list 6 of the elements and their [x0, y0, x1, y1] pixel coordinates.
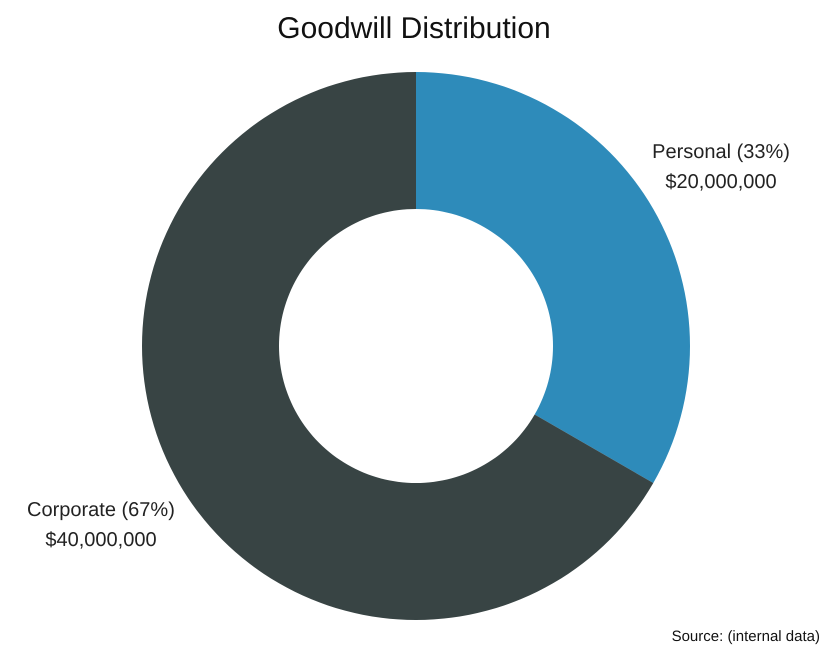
chart-title: Goodwill Distribution [276, 12, 552, 46]
slice-label: Personal (33%) [652, 141, 790, 163]
source-note: Source: (internal data) [672, 628, 820, 645]
slice-label: Corporate (67%) [27, 499, 175, 521]
data-label: $40,000,000 [45, 529, 157, 551]
data-label: $20,000,000 [665, 171, 777, 193]
